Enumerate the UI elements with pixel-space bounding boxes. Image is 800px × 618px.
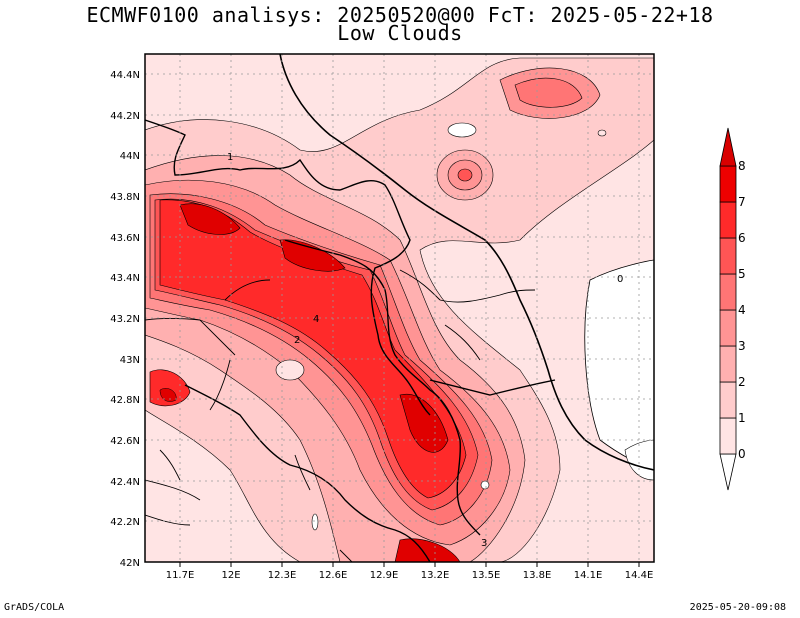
- contour-label: 2: [294, 335, 300, 346]
- colorbar-label: 0: [738, 447, 746, 461]
- lon-tick-label: 13.5E: [472, 570, 501, 581]
- region-border-umbria: [284, 239, 481, 536]
- contour-label: 1: [227, 152, 233, 163]
- lon-tick-label: 14.4E: [625, 570, 654, 581]
- contour-label: 3: [481, 538, 487, 549]
- colorbar-label: 8: [738, 159, 746, 173]
- lat-tick-label: 43.4N: [110, 273, 140, 284]
- gridlines: [145, 54, 654, 562]
- colorbar-label: 1: [738, 411, 746, 425]
- plot-frame: [144, 53, 655, 563]
- render-timestamp: 2025-05-20-09:08: [689, 602, 786, 613]
- lat-tick-label: 43.8N: [110, 192, 140, 203]
- lat-tick-label: 42.6N: [110, 436, 140, 447]
- lon-tick-label: 12E: [221, 570, 240, 581]
- province-borders: [145, 269, 536, 562]
- lat-tick-label: 44N: [120, 151, 140, 162]
- boundaries: [145, 54, 654, 562]
- map-title: ECMWF0100 analisys: 20250520@00 FcT: 202…: [86, 3, 714, 27]
- map-subtitle: Low Clouds: [337, 21, 463, 45]
- lon-tick-label: 13.2E: [421, 570, 450, 581]
- lat-tick-label: 44.2N: [110, 111, 140, 122]
- colorbar-label: 7: [738, 195, 746, 209]
- cloud-field: [145, 54, 654, 562]
- colorbar-label: 2: [738, 375, 746, 389]
- lon-tick-label: 13.8E: [523, 570, 552, 581]
- lat-tick-label: 43.2N: [110, 314, 140, 325]
- colorbar-label: 3: [738, 339, 746, 353]
- software-credit: GrADS/COLA: [4, 602, 65, 613]
- clear-area: [584, 259, 654, 471]
- colorbar-label: 4: [738, 303, 746, 317]
- region-border-abruzzo: [429, 379, 556, 396]
- coastline: [279, 54, 654, 471]
- lat-tick-label: 42.2N: [110, 517, 140, 528]
- lat-tick-label: 42.8N: [110, 395, 140, 406]
- colorbar-label: 5: [738, 267, 746, 281]
- region-border-tuscany: [145, 119, 431, 416]
- lat-tick-label: 44.4N: [110, 70, 140, 81]
- colorbar: [719, 127, 737, 491]
- lon-tick-label: 14.1E: [574, 570, 603, 581]
- contour-label: 4: [313, 314, 319, 325]
- region-border-lazio: [184, 384, 431, 562]
- lon-tick-label: 11.7E: [166, 570, 195, 581]
- lon-tick-label: 12.6E: [319, 570, 348, 581]
- lon-tick-label: 12.3E: [268, 570, 297, 581]
- contour-label: 0: [617, 274, 623, 285]
- colorbar-label: 6: [738, 231, 746, 245]
- lat-tick-label: 43N: [120, 355, 140, 366]
- lat-tick-label: 42.4N: [110, 477, 140, 488]
- lat-tick-label: 43.6N: [110, 233, 140, 244]
- lat-tick-label: 42N: [120, 558, 140, 569]
- lon-tick-label: 12.9E: [370, 570, 399, 581]
